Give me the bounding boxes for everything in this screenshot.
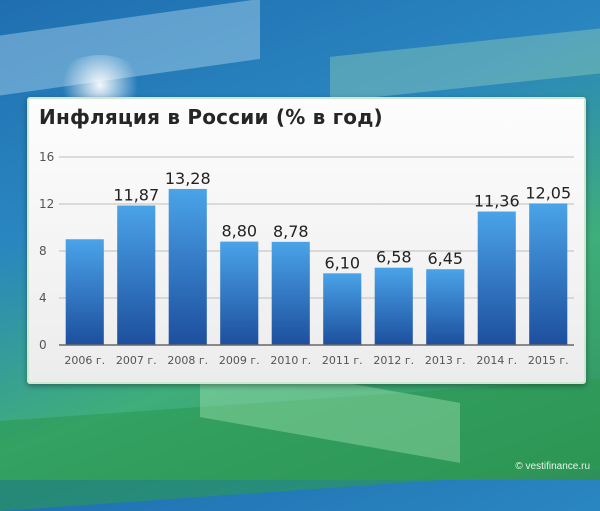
bar	[117, 205, 156, 345]
x-tick-label: 2007 г.	[116, 354, 157, 367]
x-tick-label: 2012 г.	[373, 354, 414, 367]
x-tick-label: 2015 г.	[528, 354, 569, 367]
bar	[374, 267, 413, 345]
bar	[65, 239, 104, 345]
x-tick-label: 2009 г.	[219, 354, 260, 367]
data-label: 11,87	[113, 186, 159, 205]
y-tick-label: 4	[39, 291, 47, 305]
x-tick-label: 2014 г.	[476, 354, 517, 367]
bar	[426, 269, 465, 345]
data-label: 8,78	[273, 222, 309, 241]
data-label: 6,10	[324, 253, 360, 272]
bar	[168, 188, 207, 345]
data-label: 11,36	[474, 192, 520, 211]
chart-panel: Инфляция в России (% в год) 0 4 8 12 16 2006 …	[27, 97, 586, 384]
data-label: 13,28	[165, 169, 211, 188]
data-label: 12,05	[525, 183, 571, 202]
data-label: 8,80	[221, 222, 257, 241]
x-tick-label: 2008 г.	[167, 354, 208, 367]
source-credit: © vestifinance.ru	[515, 461, 590, 472]
x-tick-label: 2011 г.	[322, 354, 363, 367]
y-tick-label: 0	[39, 338, 47, 352]
x-tick-label: 2013 г.	[425, 354, 466, 367]
bar	[220, 241, 259, 345]
x-tick-label: 2010 г.	[270, 354, 311, 367]
bar-chart: 0 4 8 12 16 2006 г. 11,87 2007 г. 13,28 2008 г. 8,…	[39, 150, 574, 367]
x-tick-label: 2006 г.	[64, 354, 105, 367]
bar	[529, 203, 568, 345]
y-tick-label: 12	[39, 197, 54, 211]
data-label: 6,58	[376, 248, 412, 267]
bar	[323, 273, 362, 345]
chart-title: Инфляция в России (% в год)	[39, 105, 383, 129]
data-label: 6,45	[427, 249, 463, 268]
bar	[477, 211, 516, 345]
y-tick-label: 16	[39, 150, 54, 164]
y-tick-label: 8	[39, 244, 47, 258]
background-stripe	[330, 23, 600, 102]
bar	[271, 241, 310, 345]
